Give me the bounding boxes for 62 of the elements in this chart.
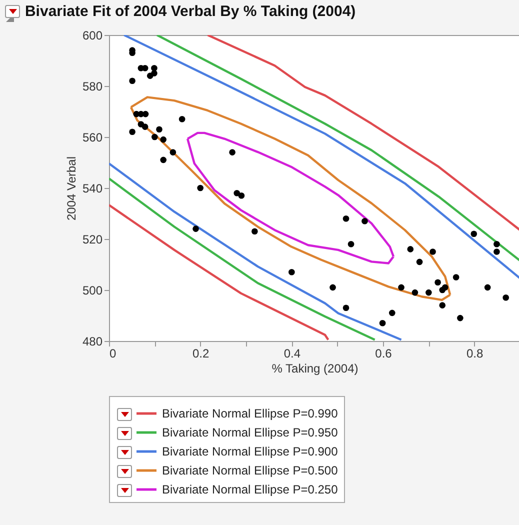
point [152, 134, 158, 140]
point [416, 258, 423, 266]
y-tick-label: 520 [82, 232, 103, 246]
point [142, 64, 148, 72]
point [197, 184, 204, 192]
point [439, 302, 446, 308]
point [348, 240, 354, 248]
legend-label: Bivariate Normal Ellipse P=0.950 [162, 426, 338, 440]
point [434, 279, 441, 286]
point [238, 192, 245, 199]
point [178, 116, 186, 122]
chart-title: Bivariate Fit of 2004 Verbal By % Taking (2004) [24, 3, 356, 20]
legend-label: Bivariate Normal Ellipse P=0.990 [162, 406, 338, 420]
x-tick-label: 0.2 [192, 346, 210, 360]
point [229, 149, 236, 156]
point [452, 274, 460, 280]
point [484, 284, 491, 291]
point [398, 284, 404, 291]
point [252, 228, 258, 235]
point [494, 248, 500, 255]
x-tick-label: 0.4 [284, 346, 301, 360]
y-tick-label: 580 [82, 80, 103, 94]
point [288, 268, 295, 276]
legend-label: Bivariate Normal Ellipse P=0.500 [162, 464, 338, 478]
point [170, 149, 176, 156]
point [470, 230, 478, 238]
x-tick-label: 0.8 [466, 346, 484, 360]
point [146, 72, 154, 79]
point [502, 294, 510, 301]
point [160, 136, 167, 143]
y-tick-label: 500 [82, 284, 103, 298]
point [342, 304, 350, 312]
legend-label: Bivariate Normal Ellipse P=0.900 [162, 444, 338, 458]
point [442, 284, 448, 291]
point [426, 289, 432, 296]
point [412, 289, 418, 296]
point [129, 128, 136, 136]
point [330, 284, 336, 291]
y-tick-label: 600 [82, 28, 103, 42]
point [430, 248, 436, 255]
y-tick-label: 540 [82, 182, 103, 196]
y-tick-label: 480 [82, 334, 103, 348]
legend-label: Bivariate Normal Ellipse P=0.250 [162, 482, 338, 496]
x-tick-label: 0 [110, 346, 116, 360]
y-tick-label: 560 [82, 130, 103, 144]
x-tick-label: 0.6 [375, 346, 392, 360]
y-axis-title: 2004 Verbal [64, 156, 78, 221]
x-axis-title: % Taking (2004) [272, 362, 358, 376]
point [342, 215, 350, 222]
point [142, 124, 148, 130]
point [457, 314, 464, 322]
point [379, 320, 386, 326]
point [362, 218, 368, 224]
point [407, 246, 414, 252]
point [129, 78, 136, 84]
point [142, 110, 149, 118]
point [388, 310, 396, 316]
point [192, 226, 199, 232]
point [234, 190, 240, 196]
point [156, 126, 162, 133]
point [494, 240, 500, 248]
point [160, 156, 167, 164]
